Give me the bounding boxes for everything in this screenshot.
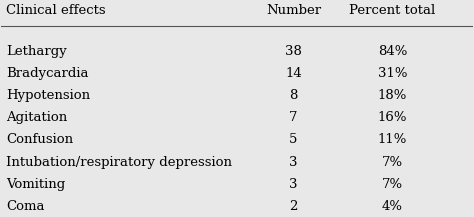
Text: 7: 7 [289, 111, 298, 124]
Text: Agitation: Agitation [6, 111, 67, 124]
Text: 38: 38 [285, 45, 302, 58]
Text: Confusion: Confusion [6, 133, 73, 146]
Text: 31%: 31% [378, 67, 407, 80]
Text: 14: 14 [285, 67, 302, 80]
Text: 8: 8 [289, 89, 298, 102]
Text: 7%: 7% [382, 178, 403, 191]
Text: Number: Number [266, 4, 321, 17]
Text: 84%: 84% [378, 45, 407, 58]
Text: Clinical effects: Clinical effects [6, 4, 106, 17]
Text: 4%: 4% [382, 200, 403, 213]
Text: Hypotension: Hypotension [6, 89, 90, 102]
Text: Intubation/respiratory depression: Intubation/respiratory depression [6, 156, 232, 169]
Text: 3: 3 [289, 178, 298, 191]
Text: 18%: 18% [378, 89, 407, 102]
Text: Percent total: Percent total [349, 4, 436, 17]
Text: 7%: 7% [382, 156, 403, 169]
Text: 3: 3 [289, 156, 298, 169]
Text: Vomiting: Vomiting [6, 178, 65, 191]
Text: Bradycardia: Bradycardia [6, 67, 89, 80]
Text: 5: 5 [289, 133, 298, 146]
Text: 16%: 16% [378, 111, 407, 124]
Text: Lethargy: Lethargy [6, 45, 67, 58]
Text: Coma: Coma [6, 200, 45, 213]
Text: 11%: 11% [378, 133, 407, 146]
Text: 2: 2 [289, 200, 298, 213]
